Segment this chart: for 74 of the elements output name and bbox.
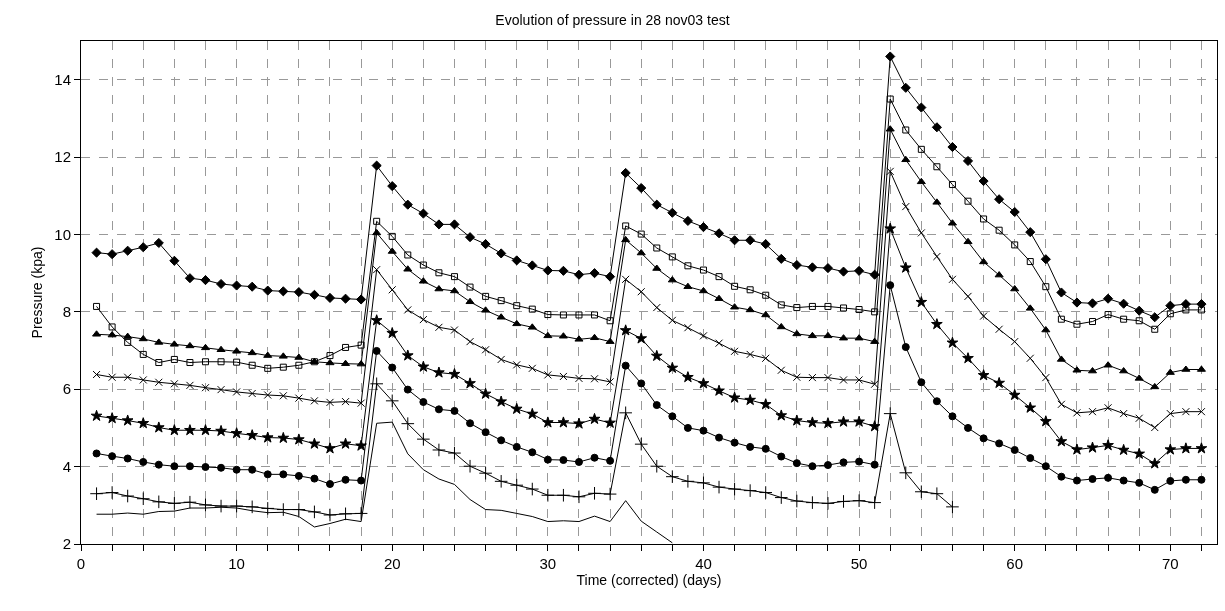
chart-title: Evolution of pressure in 28 nov03 test	[495, 12, 730, 29]
point	[681, 474, 695, 489]
point	[852, 493, 866, 508]
point	[541, 488, 555, 503]
point	[307, 505, 322, 519]
point	[945, 500, 960, 514]
point	[198, 498, 213, 512]
point	[105, 485, 119, 500]
y-tick-label: 2	[62, 535, 71, 553]
point	[478, 466, 493, 480]
point	[509, 478, 524, 492]
point	[556, 488, 571, 503]
point	[276, 502, 291, 517]
point	[245, 500, 259, 514]
point	[447, 446, 462, 460]
point	[634, 437, 649, 451]
point	[618, 406, 633, 420]
point	[432, 443, 446, 457]
x-tick-label: 10	[228, 555, 245, 572]
point	[930, 486, 944, 501]
point	[120, 489, 135, 503]
x-tick-label: 60	[1006, 555, 1024, 572]
point	[229, 499, 244, 513]
point	[696, 476, 711, 490]
x-tick-label: 30	[539, 555, 557, 572]
point	[821, 496, 835, 511]
point	[400, 416, 415, 431]
y-tick-label: 4	[62, 457, 71, 475]
x-tick-label: 20	[383, 555, 401, 572]
x-tick-label: 40	[695, 555, 712, 572]
point	[354, 506, 368, 521]
point	[323, 508, 337, 522]
point	[743, 483, 757, 498]
point	[914, 484, 929, 499]
point	[89, 486, 104, 501]
point	[867, 495, 882, 510]
point	[712, 480, 726, 494]
x-tick-label: 70	[1161, 555, 1179, 572]
point	[292, 502, 306, 517]
point	[898, 466, 913, 480]
point	[136, 491, 151, 506]
point	[572, 490, 586, 504]
point	[805, 495, 820, 510]
point	[525, 482, 540, 496]
point	[494, 474, 508, 489]
y-axis-title: Pressure (kpa)	[28, 246, 45, 339]
point	[214, 499, 228, 513]
point	[183, 495, 197, 510]
y-tick-label: 14	[54, 70, 71, 88]
point	[790, 494, 804, 508]
point	[260, 501, 275, 516]
point	[665, 469, 680, 484]
point	[758, 485, 773, 500]
x-tick-label: 0	[76, 555, 86, 572]
point	[385, 394, 400, 408]
point	[463, 459, 477, 474]
point	[587, 486, 602, 501]
y-tick-label: 6	[62, 380, 71, 398]
x-tick-label: 50	[850, 555, 868, 572]
point	[416, 432, 431, 446]
point	[727, 482, 742, 496]
point	[883, 406, 898, 421]
y-tick-label: 12	[54, 148, 71, 166]
point	[836, 494, 851, 509]
point	[167, 496, 182, 511]
point	[774, 490, 789, 505]
point	[649, 459, 664, 474]
y-tick-label: 8	[62, 303, 71, 321]
point	[338, 507, 353, 521]
point	[152, 495, 166, 509]
y-tick-label: 10	[54, 225, 71, 243]
point	[603, 487, 617, 501]
x-axis-title: Time (corrected) (days)	[576, 572, 722, 589]
point	[369, 377, 384, 391]
